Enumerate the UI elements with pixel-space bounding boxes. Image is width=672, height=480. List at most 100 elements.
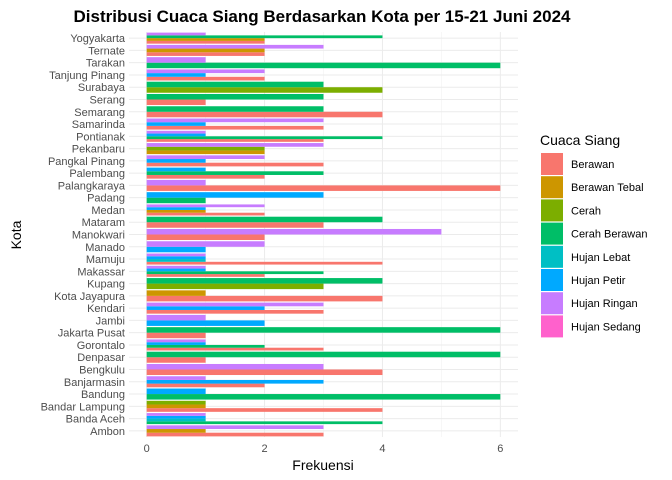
- y-tick-label: Gorontalo: [77, 340, 125, 352]
- legend-label: Berawan Tebal: [571, 182, 644, 194]
- legend-swatch: [541, 245, 563, 268]
- y-tick-label: Palembang: [69, 168, 125, 180]
- bar-hujan-ringan: [146, 302, 324, 307]
- bar-hujan-petir: [146, 320, 265, 326]
- bar-hujan-petir: [146, 388, 206, 395]
- y-tick-label: Tarakan: [86, 58, 125, 70]
- y-tick-label: Kendari: [87, 303, 125, 315]
- y-axis-title: Kota: [8, 220, 24, 249]
- y-tick-label: Tanjung Pinang: [49, 70, 125, 82]
- bar-berawan-tebal: [146, 209, 206, 213]
- bar-hujan-ringan: [146, 413, 206, 416]
- bar-hujan-ringan: [146, 228, 442, 235]
- bar-hujan-ringan: [146, 118, 324, 123]
- bar-berawan-tebal: [146, 290, 206, 296]
- bar-cerah: [146, 146, 265, 151]
- bar-hujan-petir: [146, 133, 206, 137]
- bar-cerah-berawan: [146, 351, 501, 358]
- legend-swatch: [541, 315, 563, 338]
- legend-swatch: [541, 269, 563, 291]
- legend: Cuaca Siang Berawan Berawan Tebal Cerah Cer…: [540, 132, 647, 338]
- legend-swatch: [541, 222, 563, 245]
- bar-hujan-petir: [146, 122, 206, 126]
- bar-berawan: [146, 408, 383, 412]
- y-tick-label: Jambi: [96, 315, 125, 327]
- bar-hujan-ringan: [146, 363, 324, 370]
- y-tick-label: Pangkal Pinang: [48, 156, 125, 168]
- bar-berawan-tebal: [146, 150, 265, 155]
- y-tick-label: Pontianak: [76, 131, 125, 143]
- bar-berawan: [146, 99, 206, 106]
- bar-hujan-ringan: [146, 155, 265, 160]
- x-tick-label: 0: [144, 443, 150, 455]
- bar-hujan-petir: [146, 256, 206, 260]
- bar-hujan-ringan: [146, 204, 265, 208]
- bar-hujan-petir: [146, 246, 206, 253]
- bar-hujan-ringan: [146, 253, 206, 257]
- bar-hujan-petir: [146, 268, 206, 272]
- bar-berawan: [146, 111, 383, 118]
- y-tick-label: Bengkulu: [79, 365, 125, 377]
- y-tick-label: Pekanbaru: [72, 144, 125, 156]
- legend-label: Hujan Petir: [571, 275, 626, 287]
- y-tick-label: Serang: [90, 95, 125, 107]
- bar-hujan-lebat: [146, 259, 206, 262]
- y-tick-label: Denpasar: [77, 352, 125, 364]
- bar-berawan: [146, 332, 206, 339]
- bar-berawan: [146, 261, 383, 265]
- y-tick-label: Bandung: [81, 389, 125, 401]
- plot-bars: [146, 32, 501, 437]
- y-tick-label: Padang: [87, 193, 125, 205]
- bar-hujan-ringan: [146, 265, 206, 269]
- bar-hujan-petir: [146, 73, 206, 77]
- bar-berawan-tebal: [146, 404, 206, 409]
- bar-hujan-ringan: [146, 425, 324, 430]
- bar-berawan-tebal: [146, 38, 265, 41]
- bar-cerah-berawan: [146, 136, 383, 140]
- bar-hujan-ringan: [146, 44, 324, 49]
- bar-hujan-petir: [146, 192, 324, 198]
- bar-cerah: [146, 283, 324, 290]
- legend-label: Hujan Sedang: [571, 321, 641, 333]
- legend-swatch: [541, 292, 563, 315]
- bar-cerah-berawan: [146, 106, 324, 112]
- legend-items: Berawan Berawan Tebal Cerah Cerah Berawan Hu…: [541, 153, 647, 338]
- bar-berawan: [146, 52, 265, 56]
- legend-swatch: [541, 199, 563, 222]
- bar-cerah-berawan: [146, 171, 324, 175]
- bar-hujan-petir: [146, 415, 206, 419]
- y-tick-label: Bandar Lampung: [41, 401, 125, 413]
- bar-berawan: [146, 274, 265, 277]
- x-axis-title: Frekuensi: [292, 457, 353, 473]
- y-tick-label: Ambon: [90, 426, 125, 438]
- legend-swatch: [541, 176, 563, 199]
- bar-berawan: [146, 357, 206, 363]
- bar-cerah-berawan: [146, 421, 383, 425]
- bar-berawan: [146, 174, 265, 179]
- y-tick-label: Manokwari: [72, 230, 125, 242]
- bar-berawan: [146, 139, 324, 142]
- bar-cerah-berawan: [146, 344, 265, 348]
- bar-hujan-petir: [146, 167, 206, 172]
- bar-berawan: [146, 383, 265, 388]
- legend-title: Cuaca Siang: [540, 132, 620, 148]
- bar-hujan-ringan: [146, 130, 206, 134]
- bar-cerah-berawan: [146, 35, 383, 39]
- bar-hujan-ringan: [146, 241, 265, 247]
- bar-berawan: [146, 432, 324, 437]
- bar-cerah-berawan: [146, 394, 501, 400]
- bar-cerah: [146, 400, 206, 405]
- bar-cerah-berawan: [146, 197, 206, 204]
- bar-berawan: [146, 369, 383, 376]
- bar-berawan-tebal: [146, 48, 265, 53]
- y-tick-label: Semarang: [74, 107, 125, 119]
- bar-hujan-petir: [146, 342, 206, 345]
- legend-label: Cerah Berawan: [571, 229, 647, 241]
- bar-cerah: [146, 87, 383, 93]
- legend-label: Hujan Ringan: [571, 298, 638, 310]
- y-tick-label: Medan: [91, 205, 125, 217]
- y-tick-label: Kupang: [87, 279, 125, 291]
- x-tick-label: 4: [379, 443, 385, 455]
- bar-hujan-ringan: [146, 339, 206, 343]
